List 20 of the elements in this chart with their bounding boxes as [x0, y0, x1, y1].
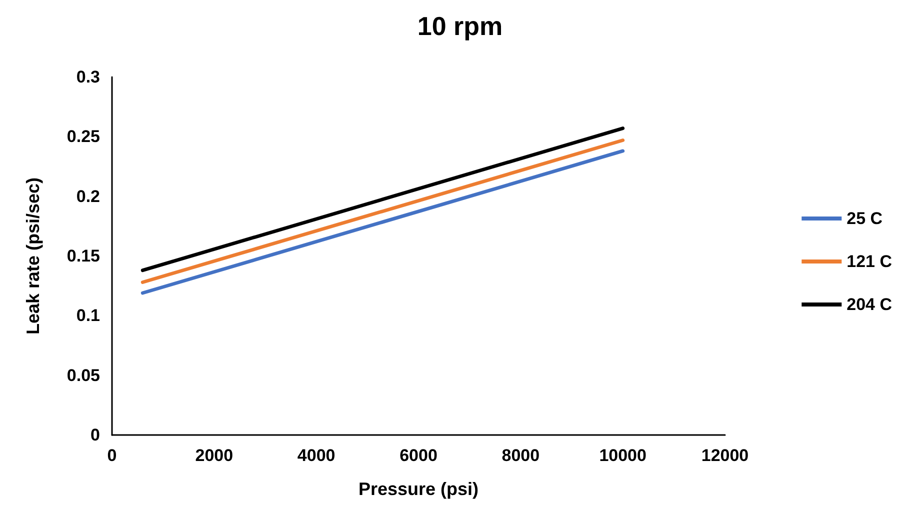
legend-label: 25 C [846, 209, 883, 228]
x-tick-label: 4000 [297, 446, 336, 465]
x-tick-label: 0 [107, 446, 117, 465]
x-tick-label: 8000 [502, 446, 540, 465]
x-tick-label: 2000 [195, 446, 234, 465]
legend-label: 121 C [846, 252, 892, 271]
x-tick-label: 12000 [701, 446, 749, 465]
y-tick-label: 0 [90, 426, 100, 444]
y-tick-label: 0.3 [76, 68, 100, 86]
x-tick-label: 10000 [599, 446, 646, 465]
y-tick-label: 0.05 [66, 366, 100, 385]
y-tick-label: 0.2 [76, 186, 100, 206]
y-axis-title: Leak rate (psi/sec) [23, 177, 43, 335]
y-tick-label: 0.1 [76, 306, 100, 326]
chart-title: 10 rpm [417, 11, 503, 41]
y-tick-label: 0.25 [66, 127, 100, 146]
y-tick-label: 0.15 [66, 246, 100, 266]
x-axis-title: Pressure (psi) [358, 479, 479, 499]
x-tick-label: 6000 [400, 446, 438, 465]
legend-label: 204 C [846, 295, 892, 314]
